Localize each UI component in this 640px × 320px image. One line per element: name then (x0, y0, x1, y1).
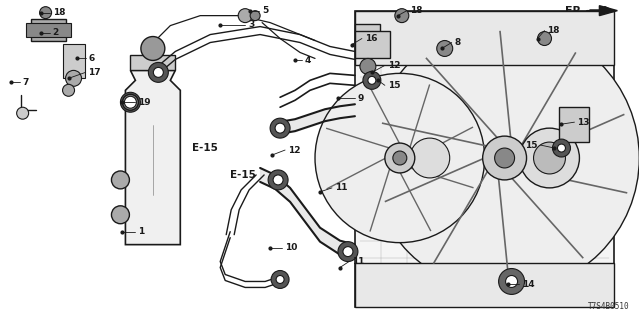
Circle shape (63, 84, 74, 96)
Text: 12: 12 (388, 61, 401, 70)
Polygon shape (125, 70, 180, 244)
Circle shape (122, 94, 138, 110)
Bar (63, 44, 84, 78)
Circle shape (368, 76, 376, 84)
Circle shape (538, 32, 552, 45)
Bar (355, 31, 390, 59)
Text: T7S4B0510: T7S4B0510 (588, 302, 629, 311)
Circle shape (65, 70, 81, 86)
Circle shape (270, 118, 290, 138)
Bar (26, 23, 70, 36)
Circle shape (154, 68, 163, 77)
Circle shape (273, 175, 283, 185)
Text: E-15: E-15 (192, 143, 218, 153)
Text: 18: 18 (52, 8, 65, 17)
Text: 16: 16 (365, 34, 378, 43)
Circle shape (436, 41, 452, 56)
Circle shape (250, 11, 260, 20)
Text: 12: 12 (288, 146, 301, 155)
Text: 1: 1 (138, 227, 145, 236)
Polygon shape (600, 6, 618, 16)
Circle shape (141, 36, 165, 60)
Text: 11: 11 (352, 257, 364, 266)
Bar (355, 11, 614, 307)
Circle shape (238, 9, 252, 23)
Text: E-15: E-15 (230, 170, 256, 180)
Circle shape (385, 143, 415, 173)
Text: 6: 6 (88, 54, 95, 63)
Circle shape (495, 148, 515, 168)
Circle shape (40, 7, 52, 19)
Circle shape (552, 139, 570, 157)
Circle shape (268, 170, 288, 190)
Circle shape (363, 71, 381, 89)
Circle shape (483, 136, 527, 180)
Text: 17: 17 (88, 68, 101, 77)
Circle shape (17, 107, 29, 119)
Circle shape (499, 268, 525, 294)
Circle shape (410, 138, 450, 178)
Text: 18: 18 (410, 6, 422, 15)
Circle shape (534, 142, 566, 174)
Text: 5: 5 (262, 6, 268, 15)
Circle shape (111, 171, 129, 189)
Text: 9: 9 (358, 94, 364, 103)
Text: 19: 19 (138, 98, 151, 107)
Text: 13: 13 (577, 118, 590, 127)
Text: FR.: FR. (565, 6, 586, 16)
Circle shape (506, 276, 518, 287)
Circle shape (120, 92, 140, 112)
Bar (31, 19, 65, 41)
Circle shape (315, 73, 484, 243)
Text: 15: 15 (525, 140, 538, 149)
Circle shape (338, 242, 358, 261)
Text: 11: 11 (335, 183, 348, 192)
Circle shape (393, 151, 407, 165)
Bar (131, 55, 175, 70)
Text: 15: 15 (388, 81, 401, 90)
Circle shape (395, 9, 409, 23)
Text: 14: 14 (522, 280, 534, 289)
Text: 4: 4 (305, 56, 312, 65)
Circle shape (275, 123, 285, 133)
Circle shape (557, 144, 566, 152)
Circle shape (370, 24, 639, 292)
Text: 2: 2 (52, 28, 59, 37)
Bar (355, 262, 614, 307)
Bar (355, 24, 380, 49)
Circle shape (520, 128, 579, 188)
Circle shape (148, 62, 168, 82)
Circle shape (276, 276, 284, 284)
Circle shape (271, 270, 289, 288)
Circle shape (360, 59, 376, 74)
Text: 7: 7 (22, 78, 29, 87)
Circle shape (343, 247, 353, 257)
Text: 10: 10 (285, 243, 298, 252)
Circle shape (111, 206, 129, 224)
Text: 8: 8 (454, 38, 461, 47)
Bar (355, 11, 614, 65)
Circle shape (124, 96, 136, 108)
Text: 18: 18 (547, 26, 560, 35)
Text: 3: 3 (248, 20, 255, 29)
Bar (559, 107, 589, 142)
